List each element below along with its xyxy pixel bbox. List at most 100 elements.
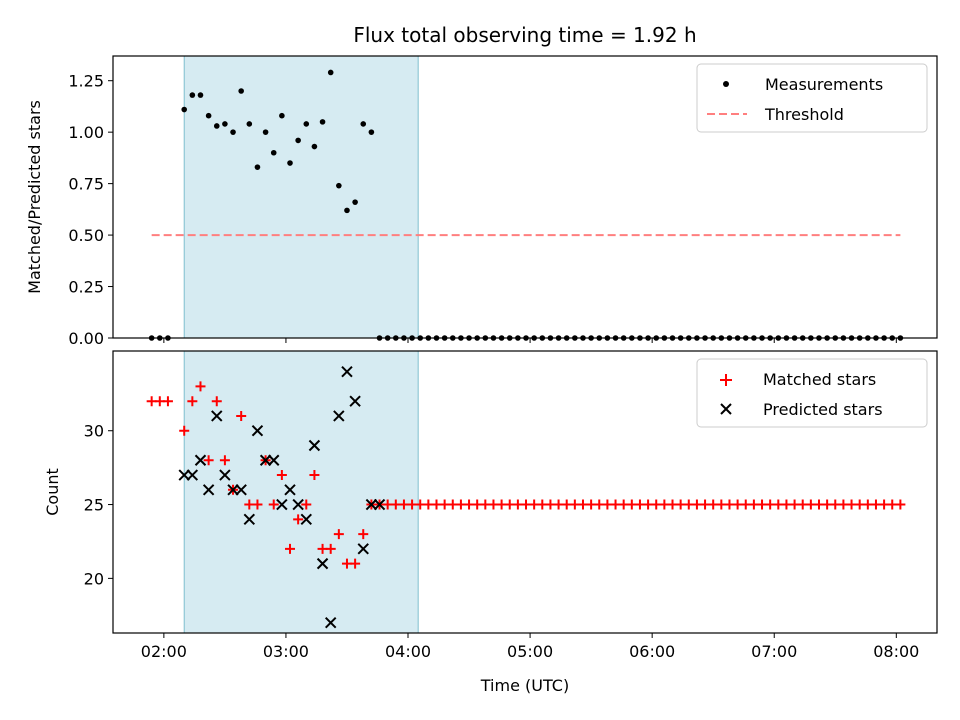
top-y-axis-label: Matched/Predicted stars xyxy=(25,100,44,294)
legend-threshold-label: Threshold xyxy=(764,105,844,124)
measurement-point xyxy=(189,92,196,98)
measurement-point xyxy=(327,69,334,76)
top-y-tick-label: 0.25 xyxy=(68,278,104,297)
predicted-star-point xyxy=(251,425,264,437)
legend-predicted-label: Predicted stars xyxy=(763,400,883,419)
matched-star-point xyxy=(236,410,247,421)
measurement-point xyxy=(287,160,293,166)
measurement-point xyxy=(344,207,350,214)
top-y-tick-label: 1.00 xyxy=(68,123,104,142)
predicted-star-point xyxy=(211,410,223,422)
top-panel: 0.00 0.25 0.50 0.75 1.00 1.25 Flux total obse… xyxy=(25,23,938,348)
x-tick-label: 04:00 xyxy=(385,642,431,661)
measurement-point xyxy=(279,112,285,119)
bottom-x-axis-label: Time (UTC) xyxy=(480,676,569,695)
top-chart-title: Flux total observing time = 1.92 h xyxy=(353,23,696,47)
predicted-star-point xyxy=(194,454,207,466)
measurement-point xyxy=(360,121,367,127)
predicted-star-point xyxy=(268,454,280,466)
legend-matched-marker xyxy=(720,374,732,386)
predicted-star-point xyxy=(202,484,215,496)
predicted-star-point xyxy=(186,469,199,481)
predicted-star-point xyxy=(365,498,378,511)
matched-star-point xyxy=(276,470,287,481)
matched-star-point xyxy=(162,396,173,407)
matched-star-point xyxy=(211,396,222,407)
bottom-plot-marks xyxy=(146,365,906,629)
predicted-star-point xyxy=(324,616,337,629)
x-tick-label: 05:00 xyxy=(507,642,553,661)
matched-star-point xyxy=(325,543,336,554)
predicted-star-point xyxy=(308,439,321,452)
predicted-star-point xyxy=(341,365,353,378)
top-shaded-interval xyxy=(183,55,419,339)
bottom-legend: Matched stars Predicted stars xyxy=(696,358,928,428)
predicted-star-point xyxy=(259,454,272,466)
top-x-ticks xyxy=(163,338,897,343)
matched-star-point xyxy=(187,396,198,407)
matched-star-point xyxy=(895,499,906,510)
top-axes-frame xyxy=(112,55,938,339)
matched-star-point xyxy=(195,381,206,392)
x-tick-label: 02:00 xyxy=(141,642,187,661)
measurement-point xyxy=(181,106,188,113)
matched-star-point xyxy=(350,558,361,569)
predicted-star-point xyxy=(316,557,329,570)
top-y-tick-label: 0.50 xyxy=(68,226,104,245)
predicted-star-point xyxy=(357,543,369,555)
matched-star-point xyxy=(203,455,214,466)
legend-measurements-label: Measurements xyxy=(765,75,883,94)
measurement-point xyxy=(246,121,253,127)
measurement-point xyxy=(368,129,375,135)
measurement-point xyxy=(311,143,318,150)
measurement-point xyxy=(295,137,301,144)
predicted-star-point xyxy=(284,484,296,496)
predicted-star-point xyxy=(349,395,361,407)
measurement-point xyxy=(336,182,342,189)
predicted-star-point xyxy=(227,484,239,496)
predicted-star-point xyxy=(243,513,256,526)
matched-star-point xyxy=(333,529,344,540)
bottom-y-tick-label: 30 xyxy=(84,422,104,441)
x-tick-label: 07:00 xyxy=(751,642,797,661)
top-legend: Measurements Threshold xyxy=(696,63,928,133)
matched-star-point xyxy=(268,499,279,510)
top-y-ticks: 0.00 0.25 0.50 0.75 1.00 1.25 xyxy=(68,72,113,348)
measurement-point xyxy=(262,129,269,135)
predicted-star-point xyxy=(219,469,231,481)
predicted-star-point xyxy=(333,410,345,422)
measurement-point xyxy=(352,199,358,205)
measurement-point xyxy=(222,121,228,127)
matched-star-point xyxy=(301,499,312,510)
x-tick-label: 06:00 xyxy=(629,642,675,661)
bottom-shaded-interval xyxy=(183,350,419,634)
top-legend-box xyxy=(696,63,928,133)
measurement-point xyxy=(303,121,310,127)
top-y-tick-label: 1.25 xyxy=(68,72,104,91)
measurement-point xyxy=(270,149,277,156)
x-tick-label: 08:00 xyxy=(873,642,919,661)
top-y-tick-label: 0.75 xyxy=(68,175,104,194)
bottom-axes-frame xyxy=(112,350,938,634)
predicted-star-point xyxy=(292,498,304,511)
bottom-y-axis-label: Count xyxy=(43,468,62,516)
top-y-tick-label: 0.00 xyxy=(68,329,104,348)
bottom-y-tick-label: 25 xyxy=(84,496,104,515)
predicted-star-point xyxy=(178,469,190,481)
matched-star-point xyxy=(252,499,263,510)
bottom-panel: 20 25 30 02:00 03:00 04:00 05:00 06:00 07:00 08:… xyxy=(43,350,938,695)
measurement-point xyxy=(319,119,326,125)
matched-star-point xyxy=(219,455,230,466)
measurement-point xyxy=(238,88,244,94)
legend-matched-label: Matched stars xyxy=(763,370,876,389)
matched-star-point xyxy=(309,470,320,481)
x-tick-label: 03:00 xyxy=(263,642,309,661)
top-plot-marks xyxy=(148,69,904,341)
bottom-x-ticks: 02:00 03:00 04:00 05:00 06:00 07:00 08:00 xyxy=(141,633,919,661)
measurement-point xyxy=(230,129,236,135)
predicted-star-point xyxy=(300,513,312,526)
bottom-y-tick-label: 20 xyxy=(84,569,104,588)
predicted-star-point xyxy=(276,498,288,511)
predicted-star-point xyxy=(373,498,386,511)
